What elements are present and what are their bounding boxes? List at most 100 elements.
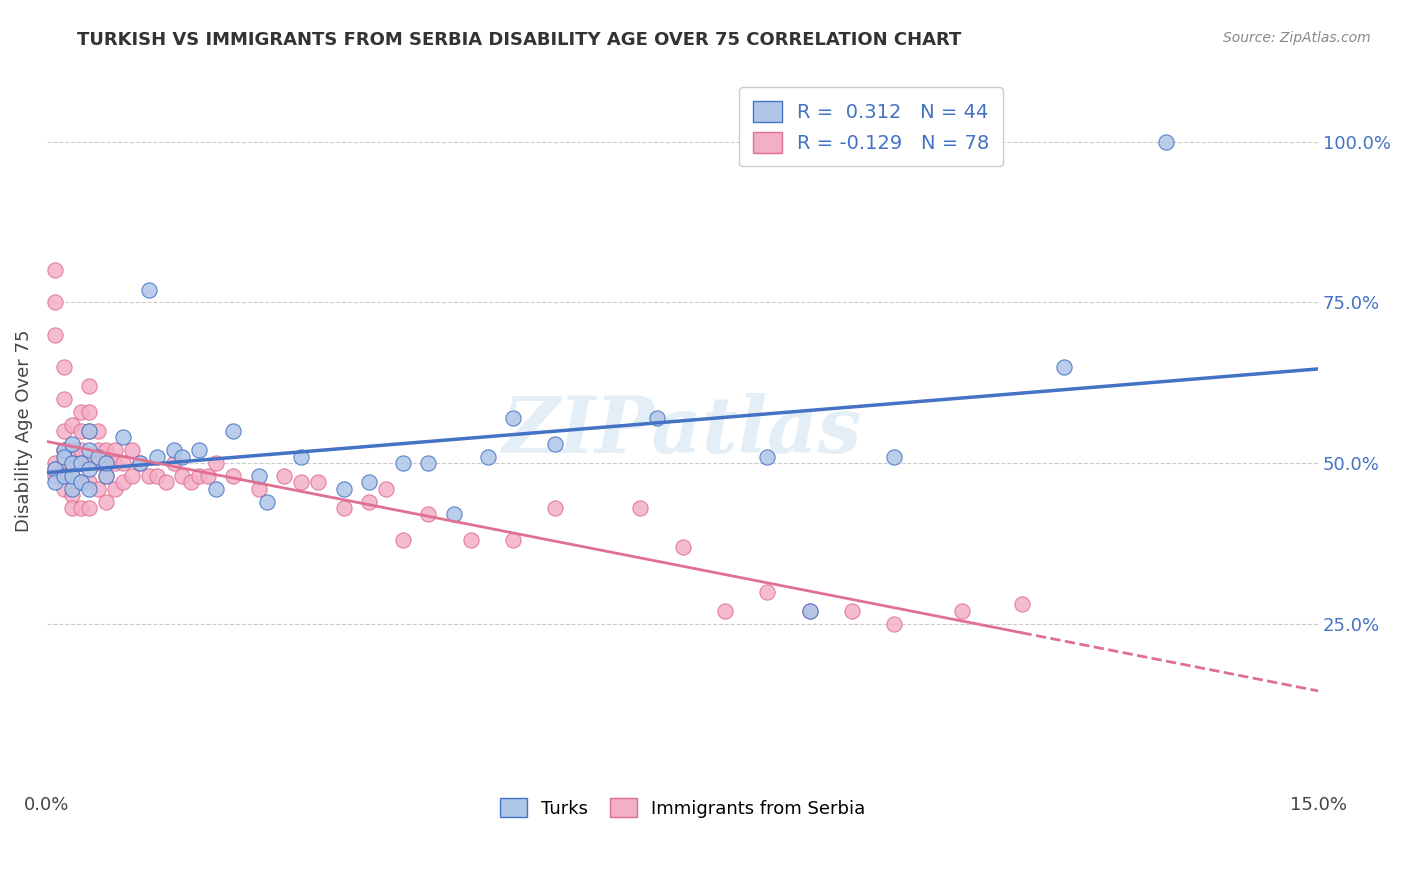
Point bbox=[60, 456, 83, 470]
Point bbox=[44, 469, 66, 483]
Point bbox=[60, 456, 83, 470]
Point bbox=[841, 604, 863, 618]
Point bbox=[44, 475, 66, 490]
Point bbox=[52, 450, 75, 464]
Point bbox=[96, 469, 118, 483]
Point bbox=[77, 482, 100, 496]
Point bbox=[121, 469, 143, 483]
Point bbox=[60, 443, 83, 458]
Point bbox=[87, 443, 110, 458]
Point bbox=[290, 475, 312, 490]
Point bbox=[69, 456, 91, 470]
Point bbox=[52, 443, 75, 458]
Point bbox=[222, 469, 245, 483]
Point bbox=[714, 604, 737, 618]
Point bbox=[247, 469, 270, 483]
Point bbox=[1154, 135, 1177, 149]
Point bbox=[77, 456, 100, 470]
Point bbox=[87, 482, 110, 496]
Point bbox=[44, 456, 66, 470]
Point bbox=[60, 501, 83, 516]
Point bbox=[222, 424, 245, 438]
Point bbox=[77, 404, 100, 418]
Point bbox=[155, 475, 177, 490]
Point bbox=[112, 430, 135, 444]
Point bbox=[138, 469, 160, 483]
Point bbox=[112, 456, 135, 470]
Point bbox=[477, 450, 499, 464]
Point bbox=[96, 456, 118, 470]
Point bbox=[44, 295, 66, 310]
Point bbox=[256, 494, 278, 508]
Point bbox=[52, 443, 75, 458]
Point bbox=[460, 533, 482, 548]
Point bbox=[52, 424, 75, 438]
Point bbox=[392, 456, 415, 470]
Point bbox=[418, 508, 440, 522]
Point bbox=[950, 604, 973, 618]
Point bbox=[188, 469, 211, 483]
Point bbox=[69, 404, 91, 418]
Point bbox=[1053, 359, 1076, 374]
Point bbox=[502, 533, 524, 548]
Point bbox=[146, 469, 169, 483]
Point bbox=[87, 424, 110, 438]
Point bbox=[44, 327, 66, 342]
Point bbox=[77, 379, 100, 393]
Point bbox=[77, 462, 100, 476]
Point bbox=[138, 283, 160, 297]
Point bbox=[443, 508, 465, 522]
Point bbox=[756, 450, 779, 464]
Point bbox=[87, 456, 110, 470]
Point bbox=[52, 469, 75, 483]
Point bbox=[799, 604, 821, 618]
Point bbox=[60, 488, 83, 502]
Point bbox=[96, 494, 118, 508]
Point bbox=[104, 456, 127, 470]
Point bbox=[799, 604, 821, 618]
Point bbox=[87, 450, 110, 464]
Point bbox=[756, 584, 779, 599]
Point bbox=[502, 411, 524, 425]
Point bbox=[418, 456, 440, 470]
Point bbox=[96, 469, 118, 483]
Point bbox=[645, 411, 668, 425]
Point bbox=[60, 437, 83, 451]
Point bbox=[77, 443, 100, 458]
Point bbox=[112, 475, 135, 490]
Legend: Turks, Immigrants from Serbia: Turks, Immigrants from Serbia bbox=[492, 790, 873, 825]
Point bbox=[77, 501, 100, 516]
Point bbox=[180, 475, 202, 490]
Point bbox=[205, 482, 228, 496]
Point bbox=[69, 475, 91, 490]
Point bbox=[273, 469, 295, 483]
Point bbox=[69, 424, 91, 438]
Point bbox=[332, 501, 354, 516]
Point bbox=[332, 482, 354, 496]
Point bbox=[197, 469, 219, 483]
Point bbox=[163, 456, 186, 470]
Point bbox=[121, 443, 143, 458]
Point bbox=[44, 263, 66, 277]
Point bbox=[77, 424, 100, 438]
Point bbox=[374, 482, 396, 496]
Point bbox=[628, 501, 651, 516]
Point bbox=[52, 482, 75, 496]
Point bbox=[52, 469, 75, 483]
Point bbox=[1011, 598, 1033, 612]
Point bbox=[52, 359, 75, 374]
Point bbox=[671, 540, 693, 554]
Point bbox=[69, 456, 91, 470]
Point bbox=[69, 475, 91, 490]
Point bbox=[883, 450, 905, 464]
Text: Source: ZipAtlas.com: Source: ZipAtlas.com bbox=[1223, 31, 1371, 45]
Text: TURKISH VS IMMIGRANTS FROM SERBIA DISABILITY AGE OVER 75 CORRELATION CHART: TURKISH VS IMMIGRANTS FROM SERBIA DISABI… bbox=[77, 31, 962, 49]
Point bbox=[96, 456, 118, 470]
Point bbox=[129, 456, 152, 470]
Point bbox=[290, 450, 312, 464]
Point bbox=[172, 450, 194, 464]
Point bbox=[205, 456, 228, 470]
Text: ZIPatlas: ZIPatlas bbox=[503, 392, 862, 469]
Point bbox=[60, 469, 83, 483]
Point bbox=[883, 616, 905, 631]
